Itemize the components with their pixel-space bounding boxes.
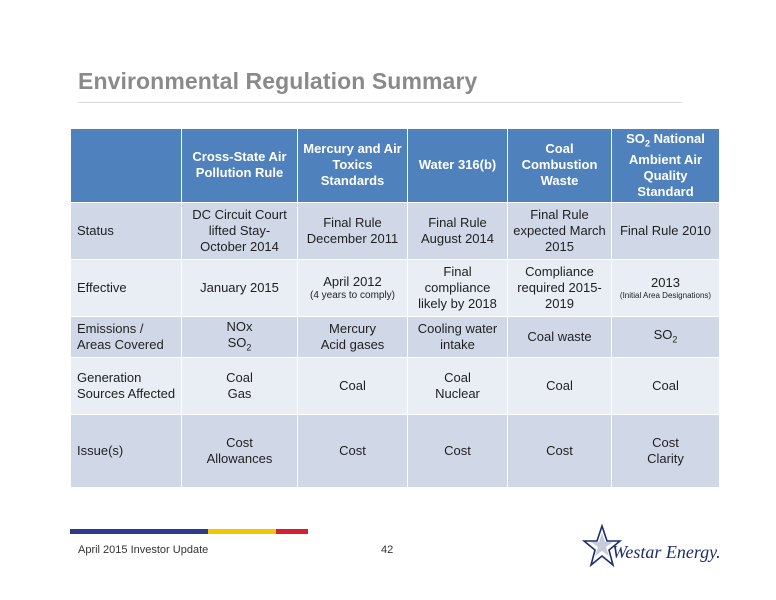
footer-text: April 2015 Investor Update	[78, 544, 209, 556]
header-water: Water 316(b)	[407, 128, 508, 203]
table-cell: Final Rule expected March 2015	[507, 201, 612, 260]
table-cell: Final Rule December 2011	[297, 201, 408, 260]
cell-line: SO2	[227, 334, 252, 353]
table-cell: Final Rule August 2014	[407, 201, 508, 260]
regulation-table: Cross-State Air Pollution Rule Mercury a…	[70, 128, 720, 489]
header-blank	[70, 128, 182, 203]
cell-line: Acid gases	[320, 336, 385, 352]
cell-line: NOx	[226, 318, 253, 334]
cell-main-text: April 2012	[323, 273, 382, 289]
table-cell: Final Rule 2010	[611, 201, 720, 260]
cell-line: Gas	[227, 386, 252, 402]
table-cell: NOx SO2	[181, 315, 298, 359]
table-cell: Compliance required 2015-2019	[507, 258, 612, 317]
row-label: Issue(s)	[70, 414, 182, 489]
cell-line: Clarity	[647, 451, 684, 467]
header-so2: SO2 National Ambient Air Quality Standar…	[611, 128, 720, 203]
cell-line: Coal	[226, 370, 253, 386]
cell-line: Mercury	[329, 320, 376, 336]
table-cell: Cost Allowances	[181, 414, 298, 489]
title-divider	[78, 102, 682, 103]
table-cell: Coal Gas	[181, 357, 298, 416]
cell-note: (4 years to comply)	[309, 289, 396, 301]
header-csapr: Cross-State Air Pollution Rule	[181, 128, 298, 203]
table-cell: Final compliance likely by 2018	[407, 258, 508, 317]
cell-note: (Initial Area Designations)	[619, 290, 712, 300]
table-cell: Cost	[507, 414, 612, 489]
slide-title: Environmental Regulation Summary	[78, 68, 478, 94]
cell-line: Cost	[652, 435, 679, 451]
westar-energy-logo: Westar Energy.	[582, 524, 721, 570]
table-cell: Coal	[507, 357, 612, 416]
table-row-issues: Issue(s) Cost Allowances Cost Cost Cost …	[70, 414, 720, 489]
footer-stripe-blue	[70, 529, 208, 534]
table-row-effective: Effective January 2015 April 2012 (4 yea…	[70, 258, 720, 317]
table-header-row: Cross-State Air Pollution Rule Mercury a…	[70, 128, 720, 203]
footer-stripe-red	[276, 529, 308, 534]
table-cell: Cost	[407, 414, 508, 489]
cell-line: Coal	[444, 370, 471, 386]
cell-line: Cost	[226, 435, 253, 451]
table-cell: Cost	[297, 414, 408, 489]
table-cell: Cost Clarity	[611, 414, 720, 489]
table-cell: Coal	[611, 357, 720, 416]
page-number: 42	[381, 544, 394, 556]
table-row-emissions: Emissions / Areas Covered NOx SO2 Mercur…	[70, 315, 720, 359]
table-cell: January 2015	[181, 258, 298, 317]
cell-line: Allowances	[206, 451, 273, 467]
table-cell: Coal	[297, 357, 408, 416]
row-label: Emissions / Areas Covered	[70, 315, 182, 359]
header-mats: Mercury and Air Toxics Standards	[297, 128, 408, 203]
logo-text: Westar Energy.	[612, 542, 721, 562]
table-cell: April 2012 (4 years to comply)	[297, 258, 408, 317]
header-ccw: Coal Combustion Waste	[507, 128, 612, 203]
table-cell: Coal Nuclear	[407, 357, 508, 416]
cell-line: Nuclear	[435, 386, 480, 402]
row-label: Generation Sources Affected	[70, 357, 182, 416]
star-logo-icon	[582, 524, 622, 568]
table-row-status: Status DC Circuit Court lifted Stay- Oct…	[70, 201, 720, 260]
table-cell: DC Circuit Court lifted Stay- October 20…	[181, 201, 298, 260]
table-cell: 2013 (Initial Area Designations)	[611, 258, 720, 317]
cell-main-text: 2013	[651, 274, 680, 290]
row-label: Effective	[70, 258, 182, 317]
footer-stripe-yellow	[208, 529, 276, 534]
table-row-generation: Generation Sources Affected Coal Gas Coa…	[70, 357, 720, 416]
row-label: Status	[70, 201, 182, 260]
table-cell: Coal waste	[507, 315, 612, 359]
table-cell: Mercury Acid gases	[297, 315, 408, 359]
table-cell: Cooling water intake	[407, 315, 508, 359]
table-cell: SO2	[611, 315, 720, 359]
